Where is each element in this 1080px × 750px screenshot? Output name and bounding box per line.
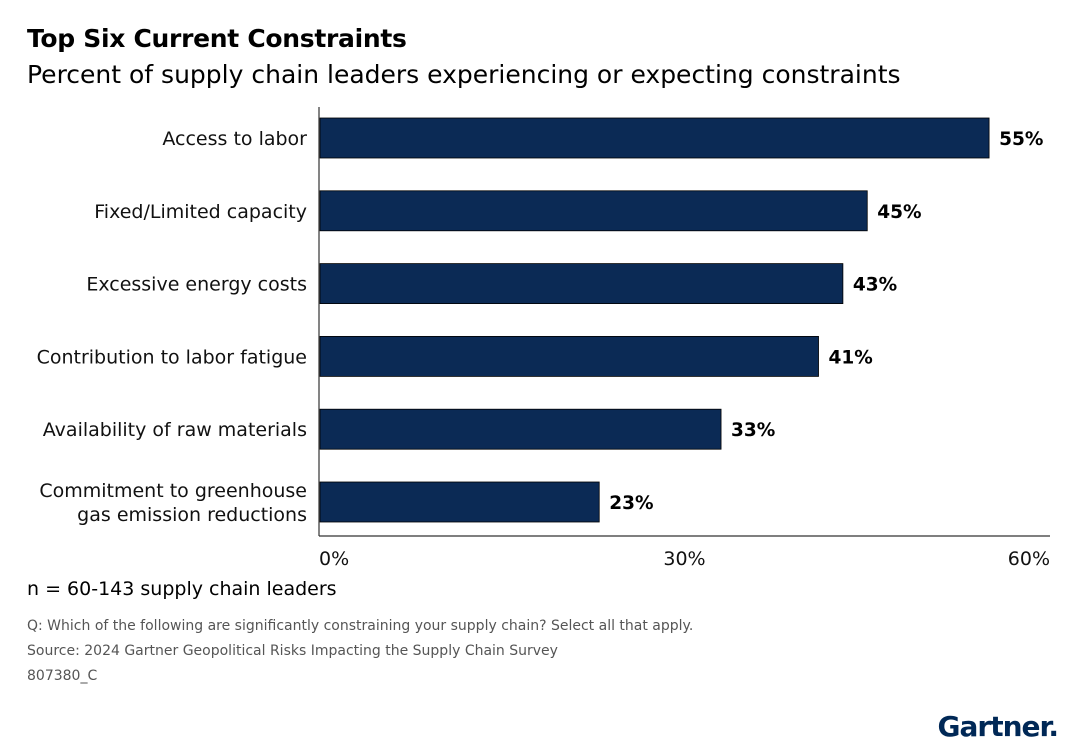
category-label: Availability of raw materials [43, 419, 307, 441]
category-label: Commitment to greenhouse [39, 480, 307, 502]
data-label: 43% [853, 275, 897, 296]
category-label: Excessive energy costs [86, 274, 307, 296]
bar [319, 263, 844, 305]
bar [319, 335, 819, 377]
category-label: Access to labor [162, 128, 307, 150]
x-tick-label: 60% [1008, 548, 1050, 570]
category-label: Fixed/Limited capacity [94, 201, 307, 223]
data-label: 33% [731, 420, 775, 441]
bar [319, 190, 868, 232]
bar [319, 408, 722, 450]
bar [319, 117, 990, 159]
data-label: 45% [877, 202, 921, 223]
bar-chart: 55% Access to labor 45% Fixed/Limited capac… [37, 107, 1050, 570]
source-note: Source: 2024 Gartner Geopolitical Risks … [27, 643, 558, 659]
chart-title: Top Six Current Constraints [27, 24, 407, 53]
x-tick-label: 0% [319, 548, 349, 570]
gartner-logo: Gartner. [937, 710, 1059, 743]
category-label: Contribution to labor fatigue [37, 346, 307, 368]
category-label: gas emission reductions [77, 504, 307, 526]
data-label: 55% [999, 129, 1043, 150]
sample-size-note: n = 60-143 supply chain leaders [27, 578, 337, 600]
survey-question: Q: Which of the following are significan… [27, 618, 694, 634]
chart-subtitle: Percent of supply chain leaders experien… [27, 60, 901, 89]
data-label: 23% [609, 493, 653, 514]
figure-code: 807380_C [27, 668, 98, 684]
bar [319, 481, 600, 523]
x-tick-label: 30% [663, 548, 705, 570]
data-label: 41% [829, 347, 873, 368]
